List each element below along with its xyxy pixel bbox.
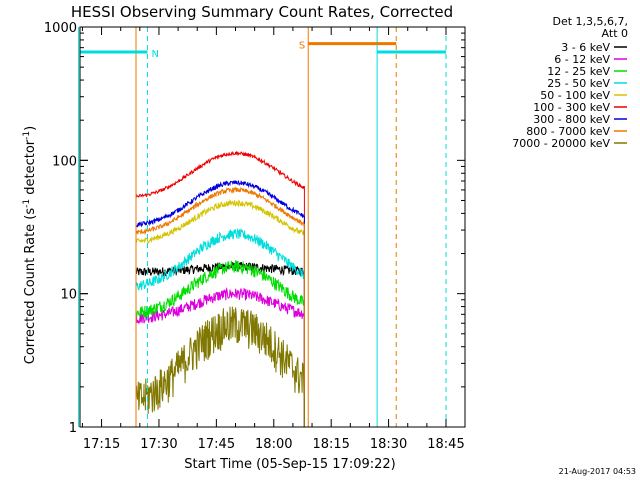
- x-axis: 17:15 17:30 17:45 18:00 18:15 18:30 18:45: [81, 27, 465, 452]
- flag-label: S: [299, 41, 305, 52]
- series-line: [135, 306, 305, 427]
- series-line: [135, 198, 305, 427]
- x-tick-label: 17:15: [83, 437, 120, 452]
- legend-label: 300 - 800 keV: [533, 113, 610, 126]
- y-tick-label: 10: [60, 288, 77, 303]
- series-line: [135, 260, 305, 427]
- x-tick-label: 18:00: [255, 437, 292, 452]
- y-tick-label: 100: [52, 154, 77, 169]
- series-line: [135, 286, 305, 427]
- legend-label: 6 - 12 keV: [554, 53, 610, 66]
- x-tick-label: 18:45: [427, 437, 464, 452]
- chart-title: HESSI Observing Summary Count Rates, Cor…: [71, 3, 453, 21]
- x-axis-label: Start Time (05-Sep-15 17:09:22): [184, 457, 395, 472]
- y-tick-label: 1000: [44, 21, 77, 36]
- y-axis: 1 10 100 1000: [44, 21, 465, 436]
- x-tick-label: 18:30: [370, 437, 407, 452]
- plot-frame: [79, 26, 466, 428]
- series-traces: [135, 150, 305, 427]
- legend-label: 25 - 50 keV: [547, 77, 610, 90]
- legend-header: Det 1,3,5,6,7,: [552, 15, 628, 28]
- legend-label: 800 - 7000 keV: [526, 125, 610, 138]
- x-tick-label: 17:45: [198, 437, 235, 452]
- series-line: [135, 186, 305, 427]
- series-line: [135, 179, 305, 427]
- series-line: [135, 261, 305, 427]
- series-line: [135, 150, 305, 427]
- timestamp: 21-Aug-2017 04:53: [559, 467, 636, 476]
- y-axis-label: Corrected Count Rate (s-1 detector-1): [22, 126, 38, 364]
- flag-label: N: [151, 49, 158, 60]
- y-tick-label: 1: [69, 421, 77, 436]
- legend-label: 3 - 6 keV: [561, 41, 610, 54]
- x-tick-label: 17:30: [140, 437, 177, 452]
- series-line: [135, 227, 305, 427]
- legend-label: 100 - 300 keV: [533, 101, 610, 114]
- flag-overlays: NS: [78, 27, 447, 427]
- legend-label: 50 - 100 keV: [540, 89, 610, 102]
- legend-label: 7000 - 20000 keV: [512, 137, 610, 150]
- legend-attenuator: Att 0: [602, 27, 628, 40]
- x-tick-label: 18:15: [312, 437, 349, 452]
- legend-label: 12 - 25 keV: [547, 65, 610, 78]
